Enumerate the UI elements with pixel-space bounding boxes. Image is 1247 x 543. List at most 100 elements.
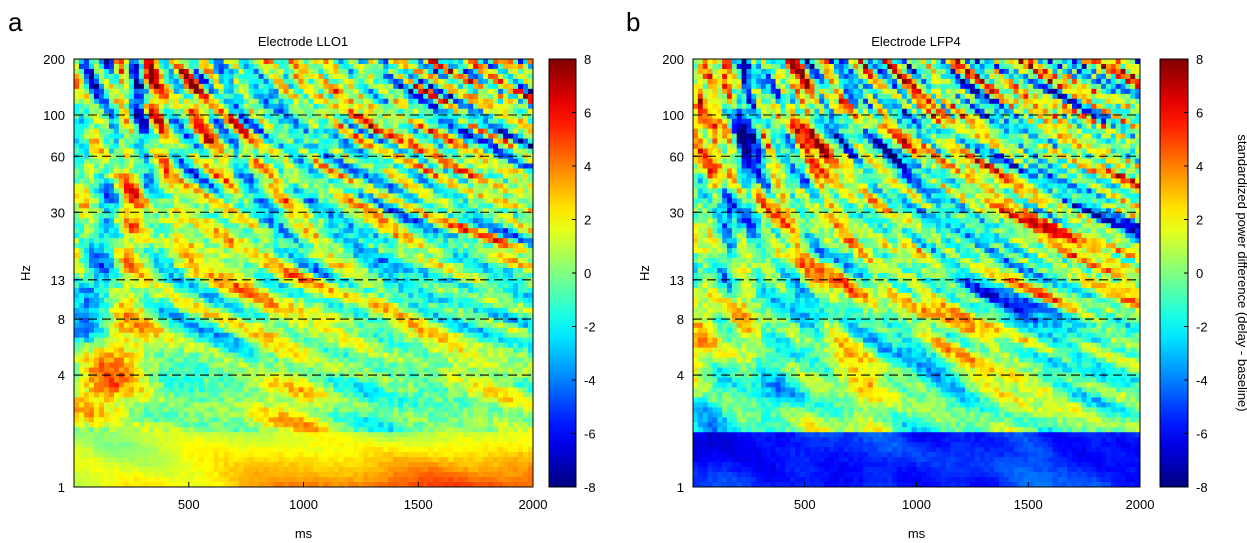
heatmap-cell <box>328 93 335 100</box>
heatmap-cell <box>373 248 379 254</box>
heatmap-cell <box>323 292 330 299</box>
heatmap-cell <box>318 118 325 125</box>
heatmap-cell <box>463 198 469 204</box>
heatmap-cell <box>178 238 185 244</box>
heatmap-cell <box>493 188 499 194</box>
heatmap-cell <box>458 158 464 165</box>
heatmap-cell <box>333 307 340 314</box>
heatmap-cell <box>508 188 514 194</box>
heatmap-cell <box>413 277 419 284</box>
heatmap-cell <box>313 158 320 165</box>
heatmap-cell <box>383 277 389 284</box>
heatmap-cell <box>293 277 300 284</box>
heatmap-cell <box>368 322 374 329</box>
heatmap-cell <box>428 103 434 110</box>
heatmap-cell <box>313 113 320 120</box>
heatmap-cell <box>383 98 389 105</box>
heatmap-cell <box>488 113 494 120</box>
heatmap-cell <box>333 113 340 120</box>
heatmap-cell <box>123 178 130 185</box>
heatmap-cell <box>468 113 474 120</box>
heatmap-cell <box>343 178 349 185</box>
heatmap-cell <box>263 133 270 140</box>
heatmap-cell <box>508 59 514 65</box>
heatmap-cell <box>478 228 484 234</box>
heatmap-cell <box>363 98 369 105</box>
heatmap-cell <box>128 118 135 125</box>
heatmap-cell <box>503 188 509 194</box>
heatmap-cell <box>113 228 120 234</box>
heatmap-cell <box>323 248 330 254</box>
heatmap-cell <box>268 243 275 249</box>
heatmap-cell <box>428 158 434 165</box>
heatmap-cell <box>443 113 449 120</box>
heatmap-cell <box>418 63 424 70</box>
heatmap-cell <box>243 218 250 224</box>
heatmap-cell <box>128 158 135 165</box>
heatmap-cell <box>74 263 80 269</box>
heatmap-cell <box>203 68 210 75</box>
heatmap-cell <box>478 233 484 239</box>
heatmap-cell <box>333 73 340 80</box>
heatmap-cell <box>433 253 439 259</box>
heatmap-cell <box>463 128 469 135</box>
heatmap-cell <box>103 188 110 194</box>
heatmap-cell <box>303 138 310 145</box>
heatmap-cell <box>513 133 519 140</box>
heatmap-cell <box>74 292 80 299</box>
heatmap-cell <box>213 233 220 239</box>
heatmap-cell <box>288 178 295 185</box>
heatmap-cell <box>183 198 190 204</box>
heatmap-cell <box>143 322 150 329</box>
heatmap-cell <box>473 103 479 110</box>
heatmap-cell <box>118 59 125 65</box>
heatmap-cell <box>508 108 514 115</box>
heatmap-cell <box>208 98 215 105</box>
heatmap-cell <box>168 78 175 85</box>
heatmap-cell <box>433 148 439 155</box>
heatmap-cell <box>228 282 235 289</box>
heatmap-cell <box>498 128 504 135</box>
heatmap-cell <box>528 158 533 165</box>
heatmap-cell <box>253 88 260 95</box>
heatmap-cell <box>483 277 489 284</box>
heatmap-cell <box>203 307 210 314</box>
heatmap-cell <box>368 248 374 254</box>
heatmap-cell <box>503 108 509 115</box>
heatmap-cell <box>318 178 325 185</box>
heatmap-cell <box>488 302 494 309</box>
heatmap-cell <box>373 287 379 294</box>
heatmap-cell <box>423 198 429 204</box>
heatmap-cell <box>503 128 509 135</box>
heatmap-cell <box>228 178 235 185</box>
heatmap-cell <box>313 138 320 145</box>
heatmap-cell <box>458 287 464 294</box>
heatmap-cell <box>218 59 225 65</box>
heatmap-cell <box>358 93 364 100</box>
heatmap-cell <box>518 307 524 314</box>
heatmap-cell <box>198 98 205 105</box>
heatmap-cell <box>218 213 225 219</box>
heatmap-cell <box>283 158 290 165</box>
heatmap-cell <box>103 59 110 65</box>
heatmap-cell <box>388 153 394 160</box>
heatmap-cell <box>478 68 484 75</box>
heatmap-cell <box>483 158 489 165</box>
heatmap-cell <box>78 83 85 90</box>
heatmap-cell <box>408 193 414 199</box>
heatmap-cell <box>103 68 110 75</box>
heatmap-cell <box>413 98 419 105</box>
heatmap-cell <box>203 178 210 185</box>
heatmap-cell <box>218 268 225 274</box>
heatmap-cell <box>123 243 130 249</box>
heatmap-cell <box>253 258 260 264</box>
heatmap-cell <box>113 322 120 329</box>
heatmap-cell <box>318 158 325 165</box>
heatmap-cell <box>148 258 155 264</box>
heatmap-cell <box>118 138 125 145</box>
heatmap-cell <box>443 258 449 264</box>
heatmap-cell <box>163 233 170 239</box>
heatmap-cell <box>148 98 155 105</box>
heatmap-cell <box>143 287 150 294</box>
heatmap-cell <box>463 248 469 254</box>
